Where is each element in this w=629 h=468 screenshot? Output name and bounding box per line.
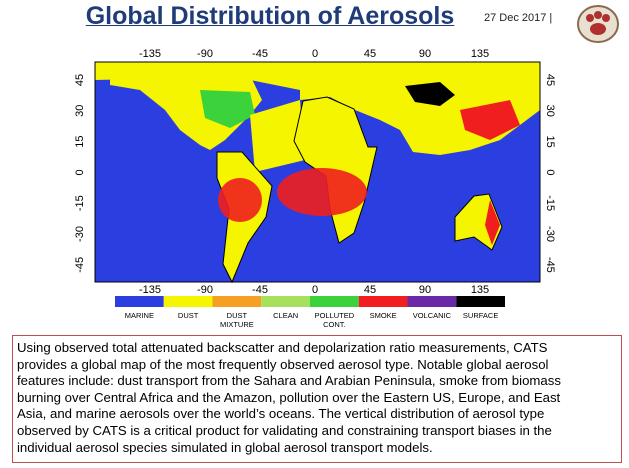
lat-tick-label: 15 bbox=[544, 135, 556, 147]
lon-tick-label: 90 bbox=[419, 284, 431, 296]
lat-tick-label: 0 bbox=[74, 169, 86, 175]
logo bbox=[577, 5, 619, 43]
lon-tick-label: 45 bbox=[364, 48, 376, 60]
caption-line: provides a global map of the most freque… bbox=[17, 356, 549, 372]
lat-tick-label: 30 bbox=[74, 105, 86, 117]
tibet bbox=[405, 82, 455, 106]
amazon-smoke bbox=[218, 178, 262, 222]
lon-tick-label: -135 bbox=[139, 48, 161, 60]
legend-label: SMOKE bbox=[369, 311, 397, 320]
caption-line: burning over Central Africa and the Amaz… bbox=[17, 389, 561, 405]
lon-tick-label: -90 bbox=[197, 48, 213, 60]
date: 27 Dec 2017 | bbox=[484, 12, 553, 24]
map-frame bbox=[94, 61, 541, 283]
lat-tick-label: 45 bbox=[544, 74, 556, 86]
caption-line: observed by CATS is a critical product f… bbox=[17, 422, 552, 438]
caption-line: Asia, and marine aerosols over the world… bbox=[17, 406, 545, 422]
legend-label: DUST MIXTURE bbox=[220, 311, 254, 329]
title: Global Distribution of Aerosols bbox=[85, 2, 455, 30]
legend-swatch bbox=[115, 296, 164, 307]
lon-tick-label: 135 bbox=[471, 284, 489, 296]
caption: Using observed total attenuated backscat… bbox=[12, 335, 622, 463]
legend-swatch bbox=[310, 296, 359, 307]
lon-tick-label: -135 bbox=[139, 284, 161, 296]
lat-tick-label: -30 bbox=[544, 226, 556, 242]
map: -135 -135 -90 -90 -45 -45 0 0 45 45 90 90 135 135 45 45… bbox=[74, 48, 556, 307]
africa-smoke bbox=[277, 168, 367, 216]
caption-line: features include: dust transport from th… bbox=[17, 373, 561, 389]
legend-swatch bbox=[407, 296, 457, 307]
lat-tick-label: -45 bbox=[544, 257, 556, 273]
lat-tick-label: 0 bbox=[544, 169, 556, 175]
legend-swatch bbox=[261, 296, 310, 307]
legend-label: VOLCANIC bbox=[412, 311, 452, 320]
lat-tick-label: 15 bbox=[74, 135, 86, 147]
legend-label: SURFACE bbox=[462, 311, 499, 320]
lat-tick-label: -15 bbox=[544, 195, 556, 211]
legend-swatch bbox=[358, 296, 408, 307]
lon-tick-label: 45 bbox=[364, 284, 376, 296]
lat-tick-label: -45 bbox=[74, 257, 86, 273]
lon-tick-label: 0 bbox=[312, 48, 318, 60]
lon-tick-label: 0 bbox=[312, 284, 318, 296]
australia-smoke bbox=[485, 200, 500, 245]
east-asia bbox=[460, 100, 520, 140]
legend-swatch bbox=[163, 296, 213, 307]
north-america bbox=[110, 65, 262, 150]
caption-line: individual aerosol species simulated in … bbox=[17, 439, 433, 455]
legend-swatch bbox=[212, 296, 262, 307]
caption-line: Using observed total attenuated backscat… bbox=[17, 340, 548, 355]
lon-tick-label: -45 bbox=[252, 284, 268, 296]
lat-tick-label: 45 bbox=[74, 74, 86, 86]
lon-tick-label: 135 bbox=[471, 48, 489, 60]
lon-tick-label: -90 bbox=[197, 284, 213, 296]
lon-tick-label: 90 bbox=[419, 48, 431, 60]
legend-swatch bbox=[456, 296, 505, 307]
us-pollution bbox=[200, 90, 255, 128]
lat-tick-label: 30 bbox=[544, 105, 556, 117]
legend-label: POLLUTED CONT. bbox=[314, 311, 355, 329]
legend-label: DUST bbox=[177, 311, 199, 320]
lon-tick-label: -45 bbox=[252, 48, 268, 60]
lat-tick-label: -15 bbox=[74, 195, 86, 211]
legend-label: CLEAN bbox=[273, 311, 299, 320]
lat-tick-label: -30 bbox=[74, 226, 86, 242]
sahara-plume bbox=[250, 100, 305, 172]
legend-label: MARINE bbox=[124, 311, 154, 320]
